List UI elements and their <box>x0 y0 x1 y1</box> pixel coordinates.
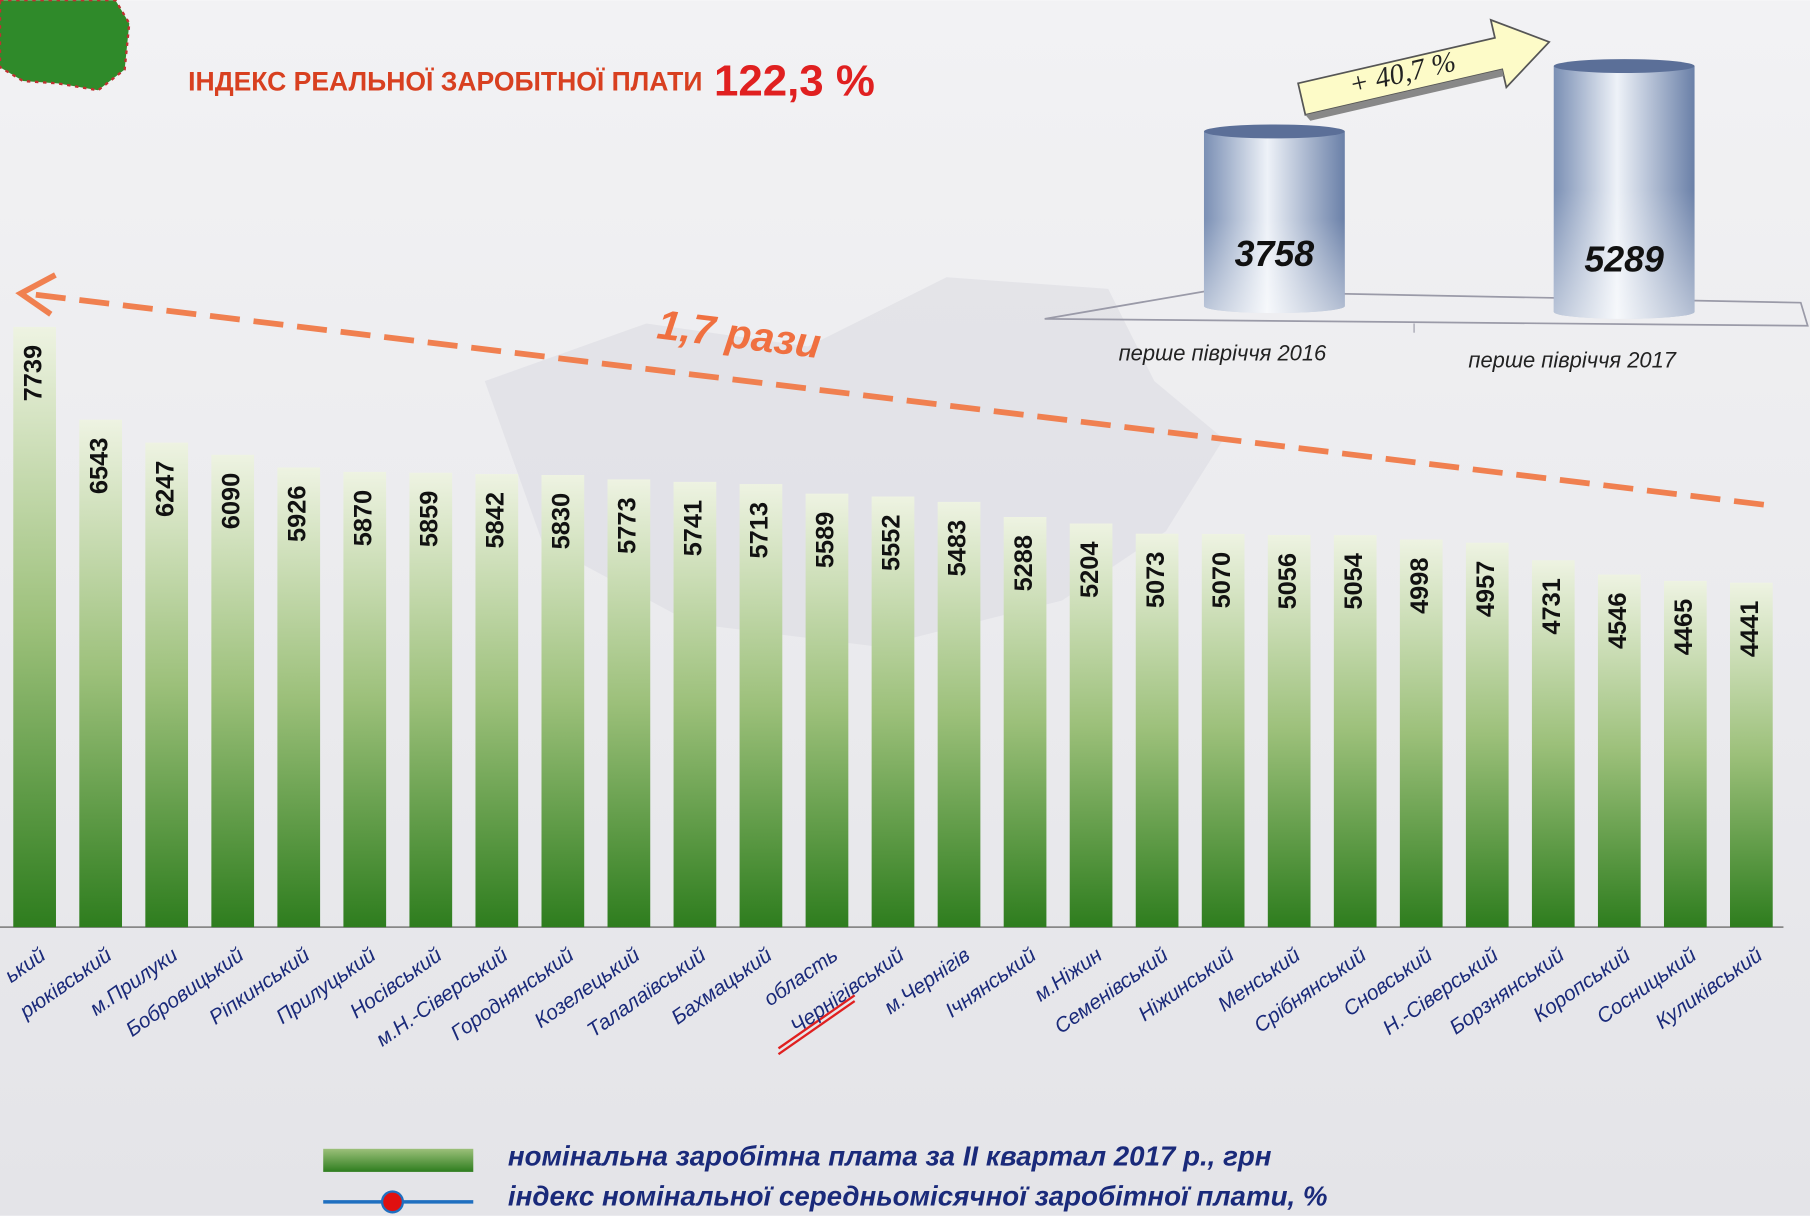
growth-arrow: + 40,7 % <box>1297 18 1551 121</box>
bar <box>79 419 123 928</box>
value-label: 5713 <box>746 502 774 558</box>
bar <box>1333 535 1377 928</box>
value-label: 5483 <box>944 520 972 576</box>
value-label: 4957 <box>1472 561 1500 617</box>
value-label: 5870 <box>349 490 377 546</box>
value-label: 4546 <box>1604 593 1632 649</box>
bar <box>673 481 717 928</box>
value-label: 4998 <box>1406 557 1434 613</box>
value-label: 6090 <box>217 473 245 529</box>
value-label: 4441 <box>1736 601 1764 657</box>
legend-marker <box>380 1190 405 1214</box>
cylinder-top <box>1553 59 1695 73</box>
bar <box>1663 580 1707 928</box>
bar <box>211 454 255 928</box>
value-label: 5552 <box>878 514 906 570</box>
x-tick-label: перше півріччя 2016 <box>1119 340 1327 365</box>
cylinder <box>1203 124 1345 314</box>
value-label: 5842 <box>482 492 510 548</box>
value-label: 5859 <box>416 491 444 547</box>
legend-label: індекс номінальної середньомісячної заро… <box>508 1181 1328 1212</box>
bar <box>1465 542 1509 928</box>
cylinder-top <box>1203 124 1345 139</box>
bar <box>1597 574 1641 928</box>
bar <box>145 442 189 928</box>
title: ІНДЕКС РЕАЛЬНОЇ ЗАРОБІТНОЇ ПЛАТИ 122,3 % <box>188 56 875 105</box>
value-label: 5830 <box>548 493 576 549</box>
bar <box>541 474 585 928</box>
bar <box>409 472 453 928</box>
value-label: 5589 <box>812 512 840 568</box>
trend-arrow <box>15 272 1765 508</box>
bar <box>1201 533 1245 928</box>
value-label: 6247 <box>151 461 179 517</box>
value-label: 4465 <box>1670 599 1698 655</box>
bar <box>739 484 783 928</box>
bar <box>13 326 56 928</box>
title-value: 122,3 % <box>714 56 875 105</box>
value-label: 3758 <box>1235 234 1315 274</box>
value-label: 5773 <box>614 497 642 553</box>
bar <box>1267 535 1311 928</box>
bar <box>805 493 849 928</box>
value-label: 5289 <box>1584 240 1664 280</box>
bar <box>1003 517 1047 928</box>
bar <box>1069 523 1113 928</box>
legend-swatch <box>323 1148 474 1172</box>
highlight-underline <box>777 1000 856 1056</box>
value-label: 6543 <box>85 438 113 494</box>
bar <box>937 501 981 928</box>
bar <box>1730 582 1773 928</box>
arrow-shadow <box>1305 69 1504 121</box>
value-label: 5926 <box>283 485 311 541</box>
bar <box>1135 533 1179 928</box>
region-map <box>0 0 131 92</box>
bar <box>475 474 519 928</box>
bar <box>1399 539 1443 928</box>
value-label: 5288 <box>1010 535 1038 591</box>
x-tick-label: перше півріччя 2017 <box>1468 347 1676 372</box>
cylinder <box>1553 59 1695 319</box>
trend-line <box>25 290 1765 508</box>
value-label: 5056 <box>1274 553 1302 609</box>
arrow-shape <box>1297 18 1551 116</box>
title-text: ІНДЕКС РЕАЛЬНОЇ ЗАРОБІТНОЇ ПЛАТИ <box>188 66 702 96</box>
value-label: 4731 <box>1538 578 1566 634</box>
value-label: 7739 <box>19 345 47 401</box>
value-label: 5204 <box>1076 541 1104 597</box>
bar <box>871 496 915 928</box>
inset-floor <box>1044 290 1809 327</box>
bar <box>277 467 321 928</box>
trend-head <box>15 272 57 317</box>
bar <box>1531 560 1575 928</box>
value-label: 5073 <box>1142 552 1170 608</box>
highlight-underline <box>777 994 856 1050</box>
bar <box>343 471 387 928</box>
legend-label: номінальна заробітна плата за II квартал… <box>508 1140 1272 1171</box>
value-label: 5741 <box>680 500 708 556</box>
cylinder-shine <box>1553 188 1695 319</box>
cylinder-shine <box>1203 218 1345 314</box>
value-label: 5054 <box>1340 553 1368 609</box>
value-label: 5070 <box>1208 552 1236 608</box>
bar <box>607 479 651 928</box>
